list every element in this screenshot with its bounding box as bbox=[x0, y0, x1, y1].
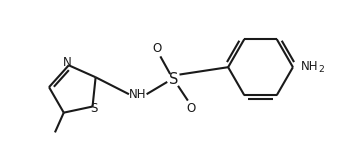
Text: NH: NH bbox=[129, 88, 147, 101]
Text: O: O bbox=[186, 102, 195, 115]
Text: O: O bbox=[153, 42, 162, 55]
Text: NH: NH bbox=[301, 60, 318, 73]
Text: S: S bbox=[90, 102, 97, 115]
Text: S: S bbox=[170, 72, 179, 87]
Text: N: N bbox=[63, 56, 72, 69]
Text: 2: 2 bbox=[318, 65, 324, 74]
